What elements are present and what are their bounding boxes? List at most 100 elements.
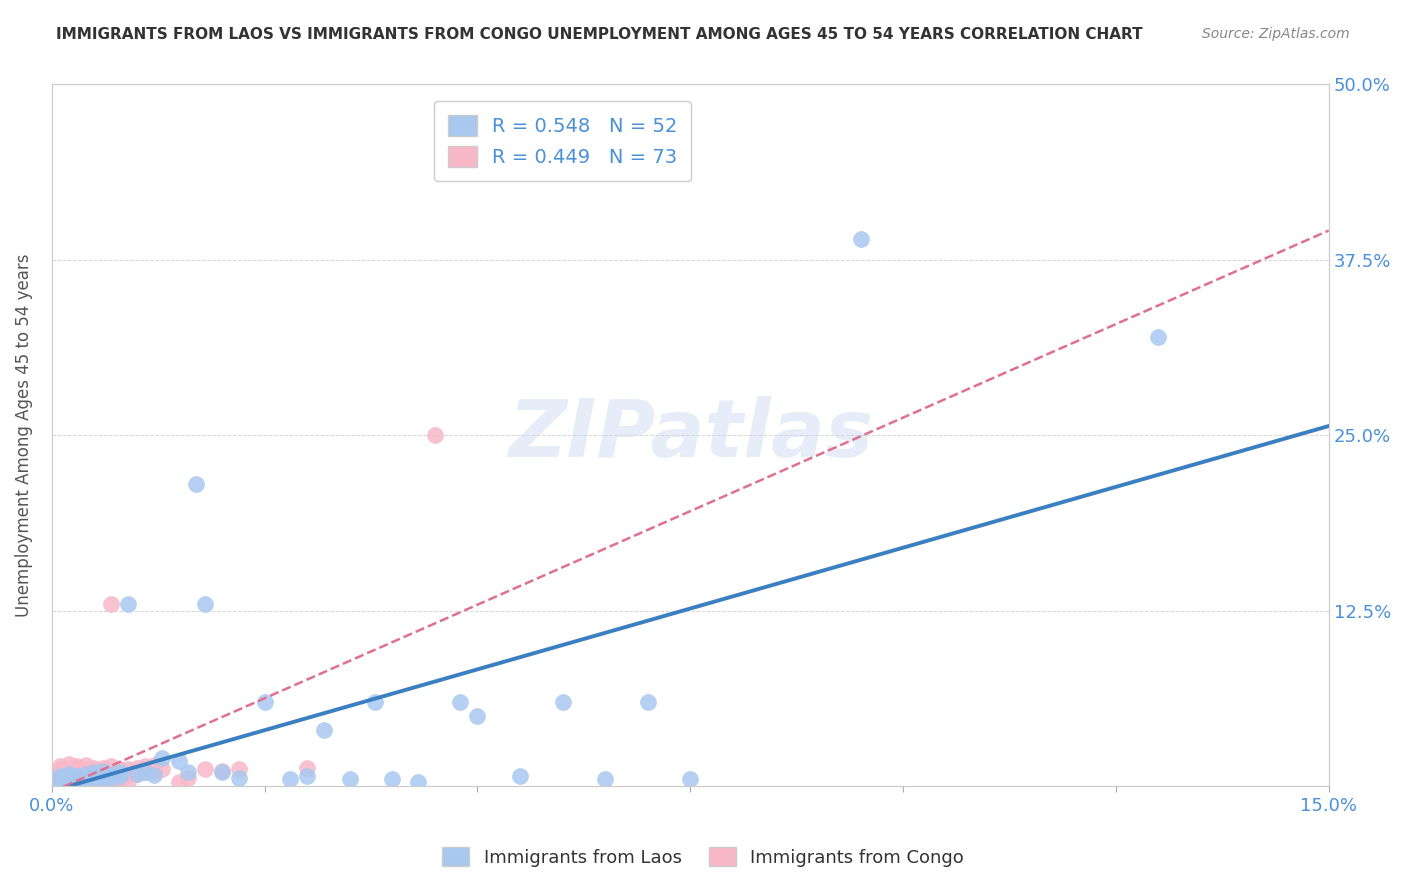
Point — [66, 768, 89, 782]
Point — [637, 695, 659, 709]
Point — [169, 754, 191, 768]
Point — [58, 761, 80, 775]
Point — [134, 765, 156, 780]
Point — [186, 477, 208, 491]
Point — [49, 772, 72, 786]
Point — [75, 771, 97, 785]
Point — [58, 768, 80, 782]
Point — [83, 769, 105, 783]
Point — [91, 768, 114, 782]
Point — [83, 771, 105, 785]
Point — [66, 761, 89, 775]
Point — [66, 769, 89, 783]
Point — [83, 766, 105, 780]
Point — [66, 765, 89, 780]
Point — [509, 769, 531, 783]
Point — [100, 775, 122, 789]
Point — [75, 771, 97, 785]
Point — [125, 766, 148, 780]
Point — [142, 768, 165, 782]
Point — [449, 695, 471, 709]
Point — [117, 597, 139, 611]
Point — [66, 773, 89, 788]
Y-axis label: Unemployment Among Ages 45 to 54 years: Unemployment Among Ages 45 to 54 years — [15, 253, 32, 617]
Point — [177, 771, 200, 785]
Point — [58, 769, 80, 783]
Point — [58, 765, 80, 780]
Point — [49, 775, 72, 789]
Point — [108, 766, 131, 780]
Point — [108, 762, 131, 776]
Text: IMMIGRANTS FROM LAOS VS IMMIGRANTS FROM CONGO UNEMPLOYMENT AMONG AGES 45 TO 54 Y: IMMIGRANTS FROM LAOS VS IMMIGRANTS FROM … — [56, 27, 1143, 42]
Point — [49, 776, 72, 790]
Point — [58, 771, 80, 785]
Point — [83, 773, 105, 788]
Point — [134, 759, 156, 773]
Point — [211, 765, 233, 780]
Point — [91, 772, 114, 786]
Point — [75, 775, 97, 789]
Point — [134, 765, 156, 780]
Point — [295, 769, 318, 783]
Point — [117, 768, 139, 782]
Point — [169, 775, 191, 789]
Point — [75, 773, 97, 788]
Point — [125, 766, 148, 780]
Point — [100, 769, 122, 783]
Point — [49, 765, 72, 780]
Point — [551, 695, 574, 709]
Point — [295, 761, 318, 775]
Point — [142, 758, 165, 772]
Point — [100, 759, 122, 773]
Point — [66, 772, 89, 786]
Point — [49, 768, 72, 782]
Point — [194, 597, 217, 611]
Point — [406, 775, 429, 789]
Point — [278, 772, 301, 786]
Point — [83, 764, 105, 778]
Point — [66, 769, 89, 783]
Point — [423, 428, 446, 442]
Point — [211, 764, 233, 778]
Point — [49, 771, 72, 785]
Point — [58, 776, 80, 790]
Point — [364, 695, 387, 709]
Point — [66, 775, 89, 789]
Point — [117, 762, 139, 776]
Point — [228, 771, 250, 785]
Point — [152, 762, 174, 776]
Point — [100, 765, 122, 780]
Point — [117, 775, 139, 789]
Legend: Immigrants from Laos, Immigrants from Congo: Immigrants from Laos, Immigrants from Co… — [434, 840, 972, 874]
Point — [66, 772, 89, 786]
Point — [49, 762, 72, 776]
Point — [58, 776, 80, 790]
Point — [49, 775, 72, 789]
Point — [75, 758, 97, 772]
Point — [66, 759, 89, 773]
Point — [49, 769, 72, 783]
Point — [83, 773, 105, 788]
Text: ZIPatlas: ZIPatlas — [508, 396, 873, 475]
Point — [100, 766, 122, 780]
Point — [49, 778, 72, 792]
Point — [108, 765, 131, 780]
Point — [49, 766, 72, 780]
Point — [381, 772, 404, 786]
Point — [152, 751, 174, 765]
Point — [66, 775, 89, 789]
Point — [75, 768, 97, 782]
Point — [66, 764, 89, 778]
Point — [49, 772, 72, 786]
Point — [49, 759, 72, 773]
Point — [83, 765, 105, 780]
Point — [66, 766, 89, 780]
Point — [108, 771, 131, 785]
Point — [58, 773, 80, 788]
Point — [108, 769, 131, 783]
Point — [91, 764, 114, 778]
Point — [142, 764, 165, 778]
Point — [91, 772, 114, 786]
Point — [253, 695, 276, 709]
Point — [1147, 330, 1170, 344]
